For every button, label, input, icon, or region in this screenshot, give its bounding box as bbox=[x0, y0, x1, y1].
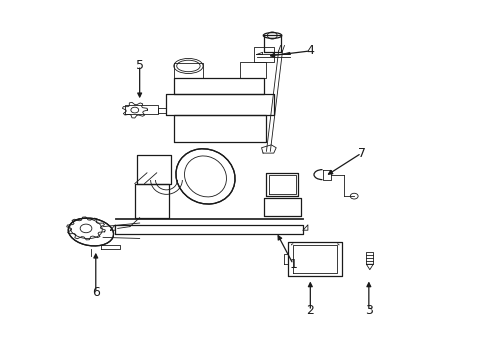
Text: 2: 2 bbox=[306, 305, 314, 318]
Ellipse shape bbox=[68, 218, 113, 246]
Text: 1: 1 bbox=[289, 258, 297, 271]
Text: 3: 3 bbox=[364, 305, 372, 318]
Ellipse shape bbox=[176, 149, 235, 204]
Text: 5: 5 bbox=[135, 59, 143, 72]
Text: 6: 6 bbox=[92, 287, 100, 300]
Text: 4: 4 bbox=[306, 44, 314, 57]
Text: 7: 7 bbox=[357, 147, 365, 159]
